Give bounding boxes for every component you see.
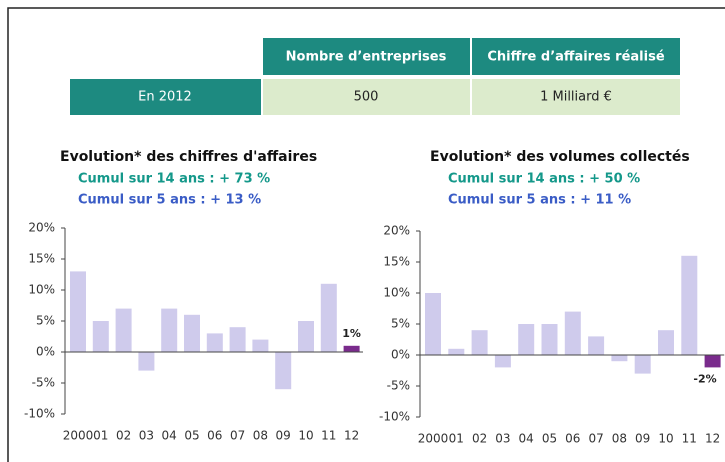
y-tick-label: -10% (24, 407, 55, 421)
header-text: Nombre d’entreprises (286, 50, 447, 65)
bar (343, 345, 360, 352)
x-tick-label: 10 (658, 432, 673, 446)
bar (471, 330, 488, 355)
x-tick-label: 10 (298, 429, 313, 443)
x-tick-label: 05 (542, 432, 557, 446)
bar (634, 355, 651, 374)
subtitle: Cumul sur 5 ans : + 11 % (448, 193, 631, 208)
cell-text: 1 Milliard € (540, 90, 612, 105)
bar (494, 355, 511, 368)
x-tick-label: 01 (93, 429, 108, 443)
bar (115, 308, 132, 352)
bar (92, 321, 109, 352)
x-tick-label: 07 (588, 432, 603, 446)
x-tick-label: 04 (162, 429, 177, 443)
bar (564, 311, 581, 355)
x-tick-label: 01 (449, 432, 464, 446)
x-tick-label: 12 (705, 432, 720, 446)
bar (206, 333, 223, 352)
bar (298, 321, 314, 352)
y-tick-label: 15% (28, 252, 55, 266)
bar (184, 314, 200, 352)
y-tick-label: 5% (36, 314, 55, 328)
cell (472, 79, 680, 115)
row-header-cell (70, 79, 261, 115)
bar (611, 355, 628, 362)
y-tick-label: 20% (383, 224, 410, 238)
bar (275, 352, 292, 390)
header-cell (263, 38, 470, 75)
frame (7, 7, 725, 462)
x-tick-label: 12 (344, 429, 359, 443)
bar (541, 324, 558, 355)
bar (704, 355, 721, 368)
x-tick-label: 11 (682, 432, 697, 446)
value-label: 1% (342, 327, 361, 340)
subtitle: Cumul sur 5 ans : + 13 % (78, 193, 261, 208)
y-tick-label: 0% (36, 345, 55, 359)
y-tick-label: -10% (379, 410, 410, 424)
x-tick-label: 07 (230, 429, 245, 443)
header-cell (472, 38, 680, 75)
cell-text: 500 (354, 90, 379, 105)
x-tick-label: 08 (612, 432, 627, 446)
x-tick-label: 11 (321, 429, 336, 443)
x-tick-label: 03 (139, 429, 154, 443)
bar (448, 348, 465, 355)
bar (161, 308, 178, 352)
y-tick-label: 10% (383, 286, 410, 300)
subtitle: Cumul sur 14 ans : + 73 % (78, 172, 270, 187)
bar (588, 336, 605, 355)
x-tick-label: 2000 (63, 429, 94, 443)
cell (263, 79, 470, 115)
y-tick-label: -5% (387, 379, 410, 393)
x-tick-label: 02 (116, 429, 131, 443)
y-tick-label: 5% (391, 317, 410, 331)
chart-title: Evolution* des volumes collectés (430, 149, 690, 165)
value-label: -2% (693, 372, 716, 385)
y-tick-label: -5% (32, 376, 55, 390)
bar (681, 255, 698, 355)
y-tick-label: 15% (383, 255, 410, 269)
y-tick-label: 0% (391, 348, 410, 362)
bar (229, 327, 246, 352)
x-tick-label: 02 (472, 432, 487, 446)
bar (518, 324, 535, 355)
y-tick-label: 20% (28, 221, 55, 235)
x-tick-label: 04 (519, 432, 534, 446)
y-tick-label: 10% (28, 283, 55, 297)
subtitle: Cumul sur 14 ans : + 50 % (448, 172, 640, 187)
x-tick-label: 06 (207, 429, 222, 443)
x-tick-label: 2000 (418, 432, 449, 446)
bar (70, 271, 86, 352)
header-text: Chiffre d’affaires réalisé (487, 50, 664, 65)
x-tick-label: 09 (276, 429, 291, 443)
x-tick-label: 08 (253, 429, 268, 443)
row-header-text: En 2012 (138, 90, 192, 105)
bar (138, 352, 155, 371)
bar (252, 339, 269, 352)
bar (425, 293, 441, 355)
x-tick-label: 05 (184, 429, 199, 443)
x-tick-label: 03 (495, 432, 510, 446)
x-tick-label: 06 (565, 432, 580, 446)
x-tick-label: 09 (635, 432, 650, 446)
chart-title: Evolution* des chiffres d'affaires (60, 149, 317, 165)
bar (320, 283, 337, 352)
bar (658, 330, 674, 355)
